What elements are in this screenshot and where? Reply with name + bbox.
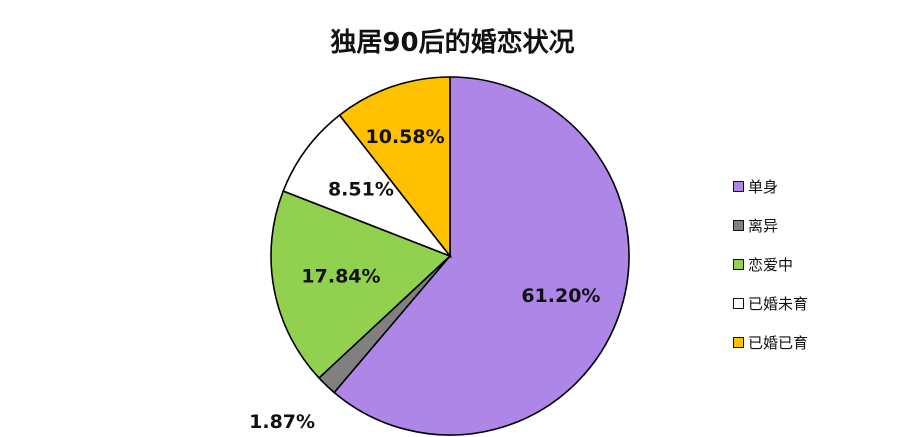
legend-swatch: [733, 180, 744, 192]
legend-label: 已婚已育: [748, 333, 809, 352]
legend-swatch: [733, 336, 744, 348]
legend-swatch: [733, 258, 744, 270]
slice-label-married-no-child: 8.51%: [328, 178, 394, 200]
legend-item-married-no-child: 已婚未育: [733, 293, 808, 313]
legend-item-married-with-child: 已婚已育: [733, 332, 808, 352]
legend-swatch: [733, 219, 744, 231]
legend-item-divorced: 离异: [733, 215, 808, 235]
pie-slice-single: [333, 76, 630, 436]
slice-label-married-with-child: 10.58%: [366, 126, 445, 148]
slice-label-dating: 17.84%: [301, 265, 380, 287]
slice-label-divorced: 1.87%: [249, 411, 315, 433]
pie-slice-married-with-child: [338, 76, 451, 259]
legend-swatch: [733, 297, 744, 309]
legend-label: 已婚未育: [748, 294, 809, 313]
legend-label: 单身: [748, 177, 779, 196]
legend: 单身 离异 恋爱中 已婚未育 已婚已育: [733, 176, 808, 371]
chart-title: 独居90后的婚恋状况: [330, 28, 575, 58]
pie-slice-married-no-child: [282, 113, 453, 258]
slice-label-single: 61.20%: [521, 285, 600, 307]
legend-label: 离异: [748, 216, 779, 235]
legend-label: 恋爱中: [748, 255, 794, 274]
legend-item-dating: 恋爱中: [733, 254, 808, 274]
pie-slice-dating: [270, 190, 452, 380]
legend-item-single: 单身: [733, 176, 808, 196]
